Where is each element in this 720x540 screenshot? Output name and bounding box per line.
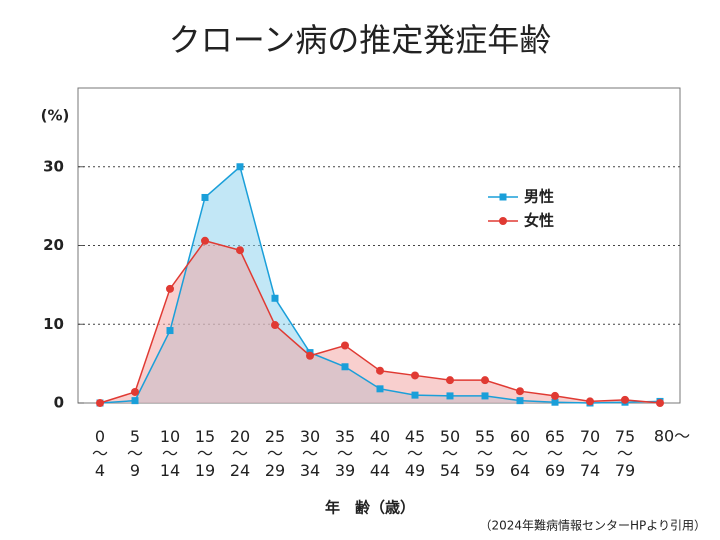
marker — [411, 391, 419, 399]
marker — [166, 284, 174, 293]
x-tick-label: 55 〜 59 — [475, 427, 495, 480]
y-tick-label: 10 — [43, 315, 64, 333]
y-axis-label: (%) — [41, 107, 70, 125]
marker — [131, 387, 139, 396]
marker — [131, 397, 139, 405]
marker — [481, 392, 489, 400]
marker — [236, 246, 244, 255]
area — [100, 240, 660, 403]
x-tick-label: 60 〜 64 — [510, 427, 530, 480]
x-tick-label: 40 〜 44 — [370, 427, 390, 480]
marker — [341, 363, 349, 371]
y-tick-label: 0 — [54, 394, 64, 412]
marker — [656, 399, 664, 407]
marker — [551, 398, 559, 406]
marker — [516, 397, 524, 405]
marker — [376, 385, 384, 393]
marker — [341, 341, 349, 350]
x-tick-label: 10 〜 14 — [160, 427, 180, 480]
chart-title: クローン病の推定発症年齢 — [169, 21, 551, 59]
marker — [201, 193, 209, 201]
x-tick-label: 30 〜 34 — [300, 427, 320, 480]
marker — [201, 236, 209, 245]
x-tick-label: 45 〜 49 — [405, 427, 425, 480]
marker — [586, 397, 594, 406]
marker — [621, 395, 629, 404]
marker — [446, 376, 454, 385]
x-tick-label: 5 〜 9 — [127, 427, 143, 480]
x-tick-label: 70 〜 74 — [580, 427, 600, 480]
marker — [271, 294, 279, 302]
marker — [446, 392, 454, 400]
marker — [551, 391, 559, 400]
x-tick-label: 75 〜 79 — [615, 427, 635, 480]
marker — [306, 351, 314, 360]
x-tick-label: 15 〜 19 — [195, 427, 215, 480]
x-axis-label: 年 齢（歳） — [325, 499, 415, 517]
marker — [516, 387, 524, 396]
source-note: （2024年難病情報センターHPより引用） — [479, 518, 706, 533]
x-tick-label: 0 〜 4 — [92, 427, 108, 480]
x-tick-label: 65 〜 69 — [545, 427, 565, 480]
marker — [166, 327, 174, 335]
marker — [376, 366, 384, 375]
legend-label: 男性 — [524, 188, 554, 206]
marker — [481, 376, 489, 385]
y-tick-label: 30 — [43, 157, 64, 175]
legend-marker — [499, 217, 507, 225]
y-tick-label: 20 — [43, 236, 64, 254]
legend-marker — [499, 193, 507, 201]
marker — [236, 163, 244, 171]
x-tick-label: 35 〜 39 — [335, 427, 355, 480]
x-tick-label: 80〜 — [654, 427, 690, 446]
marker — [96, 399, 104, 407]
x-tick-label: 50 〜 54 — [440, 427, 460, 480]
x-tick-label: 20 〜 24 — [230, 427, 250, 480]
marker — [271, 321, 279, 330]
x-tick-label: 25 〜 29 — [265, 427, 285, 480]
legend-label: 女性 — [524, 212, 554, 230]
marker — [411, 371, 419, 380]
